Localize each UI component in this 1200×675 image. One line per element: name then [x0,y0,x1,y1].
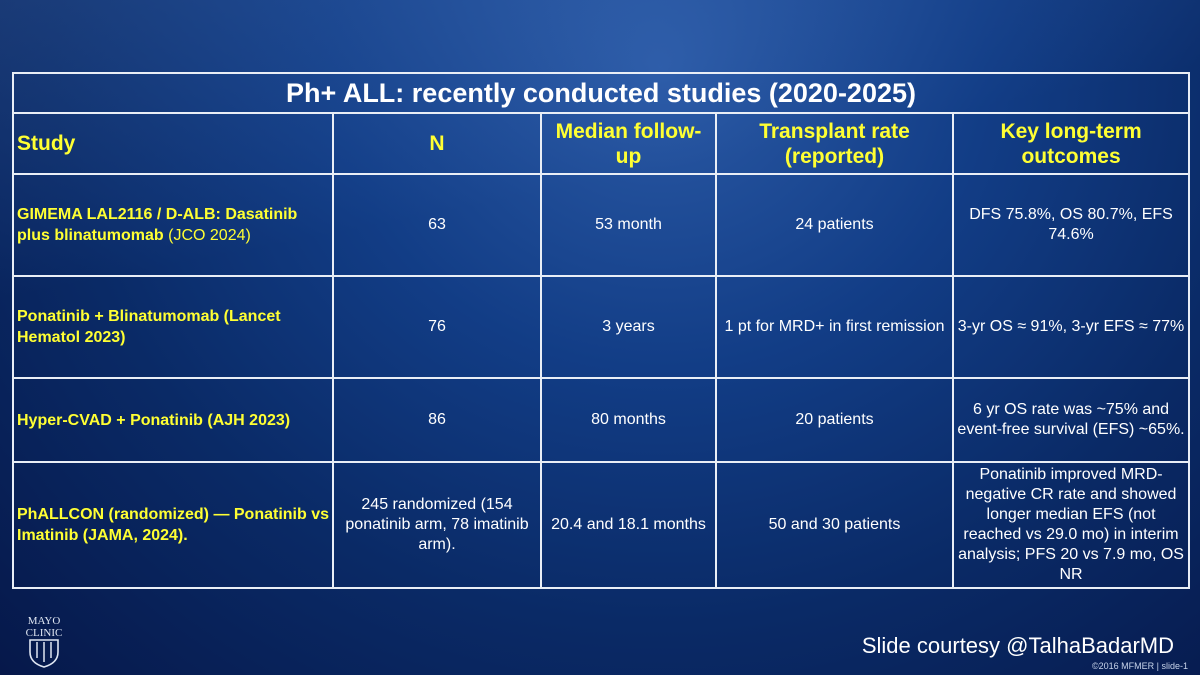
studies-table: Ph+ ALL: recently conducted studies (202… [11,72,1191,589]
transplant-cell: 50 and 30 patients [715,461,954,589]
transplant-cell: 24 patients [715,173,954,277]
outcomes-cell: DFS 75.8%, OS 80.7%, EFS 74.6% [951,173,1191,277]
table-row: Hyper-CVAD + Ponatinib (AJH 2023) 86 80 … [12,377,1191,463]
study-name: GIMEMA LAL2116 / D-ALB: Dasatinib plus b… [17,206,298,244]
copyright-footer: ©2016 MFMER | slide-1 [1092,661,1188,671]
study-cell: GIMEMA LAL2116 / D-ALB: Dasatinib plus b… [12,173,334,277]
logo-text-mayo: MAYO [28,615,61,627]
followup-cell: 80 months [540,377,717,463]
mayo-clinic-logo: MAYO CLINIC [26,615,63,668]
title-row: Ph+ ALL: recently conducted studies (202… [11,72,1191,114]
n-cell: 76 [332,275,542,379]
header-n: N [332,112,542,175]
outcomes-cell: Ponatinib improved MRD-negative CR rate … [951,461,1191,589]
header-row: Study N Median follow-up Transplant rate… [12,112,1191,175]
table-row: GIMEMA LAL2116 / D-ALB: Dasatinib plus b… [12,173,1191,277]
study-cell: PhALLCON (randomized) — Ponatinib vs Ima… [12,461,334,589]
n-cell: 245 randomized (154 ponatinib arm, 78 im… [332,461,542,589]
logo-shield-icon [29,639,59,668]
n-cell: 63 [332,173,542,277]
transplant-cell: 20 patients [715,377,954,463]
outcomes-cell: 6 yr OS rate was ~75% and event-free sur… [951,377,1191,463]
slide-title: Ph+ ALL: recently conducted studies (202… [11,72,1191,114]
followup-cell: 3 years [540,275,717,379]
followup-cell: 20.4 and 18.1 months [540,461,717,589]
logo-text-clinic: CLINIC [26,627,63,639]
study-cell: Hyper-CVAD + Ponatinib (AJH 2023) [12,377,334,463]
table-row: Ponatinib + Blinatumomab (Lancet Hematol… [12,275,1191,379]
logo-shield-lines [36,642,52,662]
table-row: PhALLCON (randomized) — Ponatinib vs Ima… [12,461,1191,589]
study-cell: Ponatinib + Blinatumomab (Lancet Hematol… [12,275,334,379]
n-cell: 86 [332,377,542,463]
transplant-cell: 1 pt for MRD+ in first remission [715,275,954,379]
header-study: Study [12,112,334,175]
study-journal: (JCO 2024) [163,227,251,244]
header-transplant: Transplant rate (reported) [715,112,954,175]
header-followup: Median follow-up [540,112,717,175]
header-outcomes: Key long-term outcomes [951,112,1191,175]
followup-cell: 53 month [540,173,717,277]
slide-credit: Slide courtesy @TalhaBadarMD [861,633,1174,658]
outcomes-cell: 3-yr OS ≈ 91%, 3-yr EFS ≈ 77% [951,275,1191,379]
